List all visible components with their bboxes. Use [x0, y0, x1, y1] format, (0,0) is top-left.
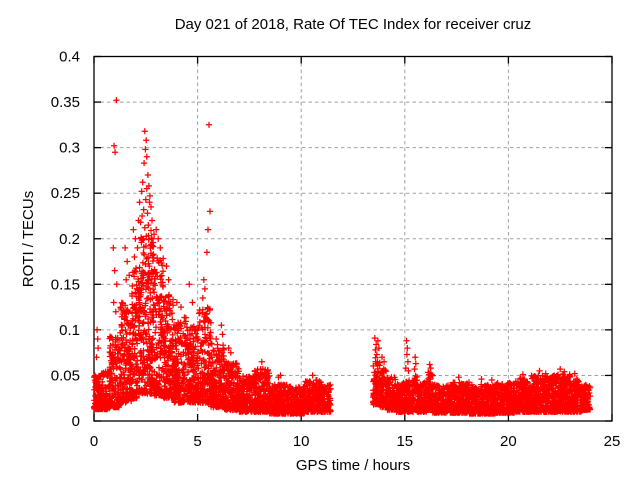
- x-tick-label: 15: [396, 433, 413, 450]
- roti-data-points: [90, 97, 594, 417]
- y-tick-label: 0.05: [51, 367, 80, 384]
- y-tick-label: 0.1: [59, 322, 80, 339]
- x-axis-label: GPS time / hours: [296, 457, 410, 474]
- y-tick-label: 0.2: [59, 231, 80, 248]
- x-tick-label: 5: [193, 433, 201, 450]
- y-tick-label: 0.3: [59, 140, 80, 157]
- tick-labels-layer: 0 5 10 15 20 25 0 0.05 0.1 0.15 0.2 0.25 0.3 0.35 0.4: [51, 49, 621, 451]
- x-tick-label: 0: [90, 433, 98, 450]
- grid-layer: [94, 56, 612, 421]
- y-axis-label: ROTI / TECUs: [20, 191, 37, 287]
- y-tick-label: 0: [72, 413, 80, 430]
- y-tick-label: 0.35: [51, 94, 80, 111]
- y-tick-label: 0.4: [59, 49, 80, 66]
- y-tick-label: 0.25: [51, 185, 80, 202]
- chart-title: Day 021 of 2018, Rate Of TEC Index for r…: [175, 16, 532, 33]
- y-tick-label: 0.15: [51, 276, 80, 293]
- x-tick-label: 20: [500, 433, 517, 450]
- x-tick-label: 10: [293, 433, 310, 450]
- data-points-layer: [90, 97, 594, 417]
- x-tick-label: 25: [604, 433, 621, 450]
